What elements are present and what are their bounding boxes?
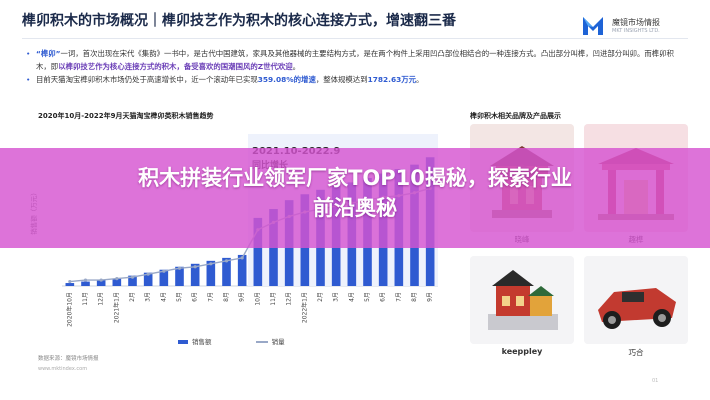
bar-sales (222, 257, 231, 286)
headline-text[interactable]: 积木拼装行业领军厂家TOP10揭秘，探索行业 前沿奥秘 (30, 163, 680, 223)
point-volume (193, 265, 197, 269)
x-tick-label: 2月 (317, 292, 324, 302)
intro-bullets: “榫卯”一词，首次出现在宋代《集韵》一书中，是古代中国建筑，家具及其他器械的主要… (26, 48, 686, 88)
point-volume (68, 279, 72, 284)
x-tick-label: 7月 (395, 292, 402, 302)
chart-title: 2020年10月-2022年9月天猫淘宝榫卯类积木销售趋势 (38, 112, 214, 120)
bullet-text: 一词，首次出现在宋代《集韵》一书中，是古代中国建筑，家具及其他器械的主要结构方式… (36, 49, 674, 71)
growth-rate: 359.08%的增速 (257, 75, 316, 84)
x-tick-label: 8月 (223, 292, 230, 302)
page-title: 榫卯积木的市场概况｜榫卯技艺作为积木的核心连接方式，增速翻三番 (22, 13, 456, 29)
point-volume (83, 278, 88, 282)
point-volume (177, 266, 182, 270)
headline-line-2: 前沿奥秘 (313, 196, 397, 220)
bullet-end: 。 (292, 61, 301, 71)
products-title: 榫卯积木相关品牌及产品展示 (470, 112, 561, 120)
x-tick-label: 11月 (270, 292, 277, 306)
bullet-growth: 目前天猫淘宝榫卯积木市场仍处于高速增长中，近一个滚动年已实现359.08%的增速… (26, 74, 686, 87)
shop-building-image (470, 256, 574, 344)
product-image-qiaohe (584, 256, 688, 344)
x-tick-label: 2022年1月 (300, 292, 308, 323)
x-tick-label: 11月 (82, 292, 89, 306)
bar-sales (143, 272, 153, 286)
legend-swatch-sales (178, 340, 188, 344)
x-tick-label: 2021年1月 (112, 292, 120, 323)
legend-label-sales: 销售额 (192, 338, 212, 346)
x-tick-label: 6月 (192, 292, 199, 302)
race-car-image (584, 256, 688, 344)
bar-sales (65, 283, 75, 286)
x-tick-label: 2020年10月 (65, 292, 73, 327)
brand-name: 魔镜市场情报 (612, 18, 660, 27)
bar-sales (190, 263, 200, 286)
point-volume (209, 262, 213, 266)
x-tick-label: 5月 (176, 292, 183, 302)
point-volume (224, 259, 229, 263)
bar-sales (206, 260, 216, 286)
bullet-end: 。 (416, 75, 424, 84)
point-volume (99, 278, 103, 282)
title-divider (22, 38, 688, 39)
bar-sales (96, 280, 106, 286)
x-tick-label: 9月 (427, 292, 434, 302)
point-volume (115, 277, 119, 281)
page-number: 01 (652, 378, 659, 384)
bar-sales (128, 275, 137, 286)
x-tick-label: 12月 (98, 292, 105, 306)
bullet-definition: “榫卯”一词，首次出现在宋代《集韵》一书中，是古代中国建筑，家具及其他器械的主要… (26, 48, 686, 73)
legend-label-volume: 销量 (271, 338, 285, 346)
x-tick-label: 2月 (129, 292, 136, 302)
point-volume (240, 256, 244, 260)
bullet-highlight: 以榫卯技艺作为核心连接方式的积木，备受喜欢的国潮国风的Z世代欢迎 (58, 61, 293, 71)
data-source: 数据来源：魔镜市场情报 (38, 356, 99, 362)
product-name: keeppley (501, 347, 543, 356)
x-tick-label: 12月 (286, 292, 293, 306)
x-tick-label: 7月 (207, 292, 214, 302)
headline-line-1: 积木拼装行业领军厂家TOP10揭秘，探索行业 (138, 166, 572, 190)
chart-legend: 销售额 销量 (178, 336, 285, 346)
x-tick-label: 3月 (145, 292, 152, 302)
x-tick-label: 9月 (239, 292, 246, 302)
brand-m-icon (583, 17, 603, 35)
x-tick-label: 10月 (254, 292, 261, 306)
brand-logo: 魔镜市场情报 MKT INSIGHTS LTD. (580, 10, 690, 44)
bullet-term: “榫卯” (36, 49, 61, 58)
product-image-keepplay (470, 256, 574, 344)
market-size: 1782.63万元 (367, 75, 417, 84)
headline-banner (0, 148, 710, 248)
x-tick-label: 3月 (333, 292, 340, 302)
bullet-text: ，整体规模达到 (315, 75, 368, 84)
bar-sales (112, 278, 122, 286)
brand-subtitle: MKT INSIGHTS LTD. (612, 28, 660, 34)
x-tick-label: 5月 (364, 292, 371, 302)
bar-sales (159, 269, 169, 286)
x-tick-label: 4月 (160, 292, 167, 302)
bar-sales (237, 254, 247, 286)
bar-sales (253, 217, 263, 286)
legend-swatch-volume (255, 341, 268, 343)
bar-sales (81, 281, 90, 286)
data-source-url: www.mktindex.com (38, 366, 88, 372)
point-volume (146, 272, 150, 276)
x-tick-label: 4月 (348, 292, 355, 302)
bullet-text: 目前天猫淘宝榫卯积木市场仍处于高速增长中，近一个滚动年已实现 (36, 75, 258, 84)
x-tick-label: 8月 (411, 292, 418, 302)
x-tick-label: 6月 (380, 292, 387, 302)
point-volume (130, 275, 135, 279)
bar-sales (175, 266, 184, 286)
point-volume (162, 269, 166, 273)
product-name: 巧合 (628, 348, 644, 357)
